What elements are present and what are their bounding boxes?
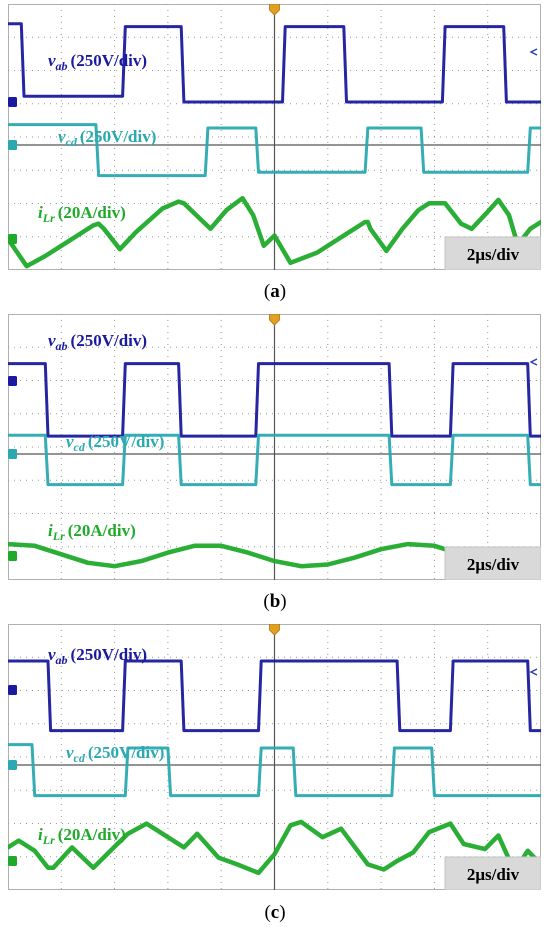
trace-vab <box>8 659 541 733</box>
trace-label-vcd: vcd (250V/div) <box>66 432 164 454</box>
trace-label-vcd: vcd (250V/div) <box>58 127 156 149</box>
trace-label-symbol: i <box>38 825 43 844</box>
timescale-box <box>444 856 541 890</box>
channel-marker-box <box>8 685 17 695</box>
trace-label-scale: (250V/div) <box>88 432 165 451</box>
channel-marker-box <box>8 140 17 150</box>
channel-marker-box <box>8 551 17 561</box>
trace-label-scale: (250V/div) <box>71 645 148 664</box>
trigger-marker-icon <box>269 4 280 16</box>
channel-marker-vcd <box>8 449 17 459</box>
trigger-level-arrow-icon <box>529 358 538 366</box>
trace-label-subscript: Lr <box>42 833 55 847</box>
trace-label-scale: (250V/div) <box>88 743 165 762</box>
trace-label-iLr: iLr (20A/div) <box>38 203 126 225</box>
trace-iLr <box>8 819 541 876</box>
trace-label-symbol: i <box>38 203 43 222</box>
trace-label-subscript: ab <box>56 59 68 73</box>
trace-label-subscript: Lr <box>42 211 55 225</box>
trace-label-subscript: ab <box>56 653 68 667</box>
trace-label-symbol: v <box>58 127 66 146</box>
trace-vab <box>8 362 541 438</box>
trace-label-symbol: v <box>48 645 56 664</box>
panel-a: vab (250V/div) vcd (250V/div) iLr (20A/div) 2μ… <box>0 0 550 310</box>
panel-caption-letter: c <box>270 902 280 923</box>
channel-marker-box <box>8 449 17 459</box>
channel-marker-box <box>8 97 17 107</box>
panel-b: vab (250V/div) vcd (250V/div) iLr (20A/div) 2μ… <box>0 310 550 620</box>
trace-label-symbol: v <box>66 432 74 451</box>
trace-label-vab: vab (250V/div) <box>48 51 147 73</box>
trace-vcd <box>8 433 541 487</box>
trigger-marker-icon <box>269 314 280 326</box>
panel-caption-letter: b <box>269 591 281 612</box>
channel-marker-vab <box>8 685 17 695</box>
timescale-box <box>444 546 541 580</box>
panel-caption: (a) <box>263 281 287 302</box>
trace-label-scale: (250V/div) <box>71 331 148 350</box>
scope-screen: vab (250V/div)vcd (250V/div)iLr (20A/div)2μ… <box>8 314 541 580</box>
timescale-label: 2μs/div <box>467 555 520 574</box>
trace-iLr <box>8 195 541 269</box>
trace-vcd <box>8 743 541 798</box>
scope-screen: vab (250V/div)vcd (250V/div)iLr (20A/div)2μ… <box>8 4 541 270</box>
trace-label-subscript: Lr <box>52 529 65 543</box>
trace-label-scale: (20A/div) <box>68 521 136 540</box>
trace-label-subscript: cd <box>74 751 86 765</box>
trace-label-scale: (20A/div) <box>58 203 126 222</box>
timescale-label: 2μs/div <box>467 245 520 264</box>
scope-screen: vab (250V/div)vcd (250V/div)iLr (20A/div)2μ… <box>8 624 541 890</box>
channel-marker-iLr <box>8 856 17 866</box>
timescale-label: 2μs/div <box>467 865 520 884</box>
trace-vab <box>8 22 541 104</box>
channel-marker-iLr <box>8 551 17 561</box>
trace-label-vab: vab (250V/div) <box>48 645 147 667</box>
trace-vcd <box>8 123 541 178</box>
channel-marker-box <box>8 234 17 244</box>
panel-caption-letter: a <box>270 281 280 302</box>
trace-label-iLr: iLr (20A/div) <box>48 521 136 543</box>
panel-c: vab (250V/div) vcd (250V/div) iLr (20A/div) 2μ… <box>0 620 550 944</box>
timescale-box <box>444 236 541 270</box>
channel-marker-vab <box>8 97 17 107</box>
trace-label-symbol: v <box>48 331 56 350</box>
trigger-level-arrow-icon <box>529 668 538 676</box>
channel-marker-vcd <box>8 140 17 150</box>
trace-label-vcd: vcd (250V/div) <box>66 743 164 765</box>
trace-label-symbol: i <box>48 521 53 540</box>
trace-label-subscript: cd <box>66 135 78 149</box>
grid <box>8 4 541 270</box>
panel-caption: (b) <box>263 591 287 612</box>
trace-label-scale: (250V/div) <box>80 127 157 146</box>
channel-marker-box <box>8 760 17 770</box>
trace-label-vab: vab (250V/div) <box>48 331 147 353</box>
trace-label-symbol: v <box>66 743 74 762</box>
trace-label-scale: (20A/div) <box>58 825 126 844</box>
trigger-marker-icon <box>269 624 280 636</box>
trigger-level-arrow-icon <box>529 48 538 56</box>
channel-marker-vcd <box>8 760 17 770</box>
panel-caption: (c) <box>264 902 286 923</box>
trace-label-subscript: ab <box>56 339 68 353</box>
channel-marker-vab <box>8 376 17 386</box>
channel-marker-box <box>8 376 17 386</box>
trace-label-iLr: iLr (20A/div) <box>38 825 126 847</box>
channel-marker-box <box>8 856 17 866</box>
channel-marker-iLr <box>8 234 17 244</box>
trace-label-symbol: v <box>48 51 56 70</box>
trace-label-scale: (250V/div) <box>71 51 148 70</box>
trace-label-subscript: cd <box>74 440 86 454</box>
